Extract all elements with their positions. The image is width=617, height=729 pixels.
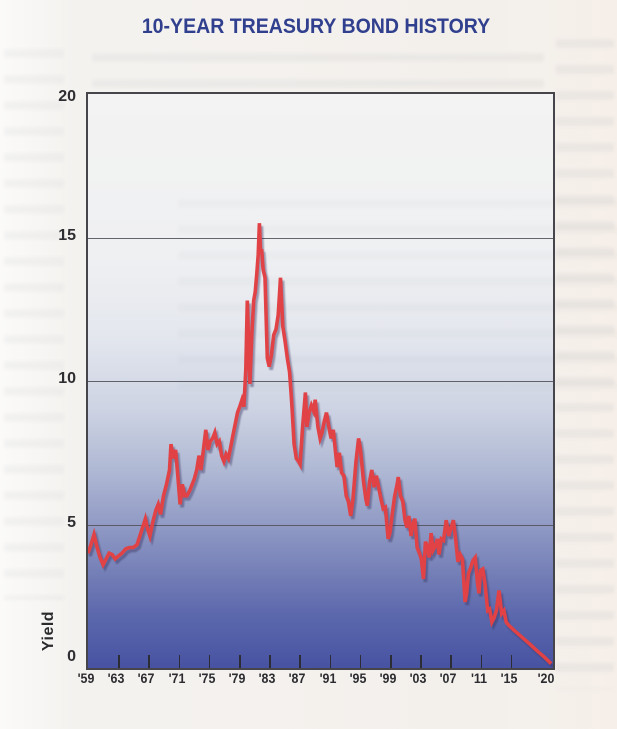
x-axis-label-1987: '87	[288, 671, 306, 686]
x-axis-label-1971: '71	[168, 671, 185, 686]
x-axis-label-1959: '59	[77, 671, 95, 686]
x-tick-mark-1963	[118, 655, 120, 668]
x-axis-label-2003: '03	[409, 671, 427, 686]
x-axis-label-1963: '63	[107, 671, 125, 686]
y-axis-label-15: 15	[58, 226, 76, 244]
y-axis-label-5: 5	[67, 513, 76, 531]
x-tick-mark-1995	[359, 655, 362, 668]
x-tick-mark-2011	[480, 655, 483, 668]
y-axis-label-10: 10	[58, 370, 76, 387]
x-tick-mark-1971	[178, 655, 181, 668]
x-axis-label-2015: '15	[500, 671, 518, 686]
x-tick-mark-1983	[269, 655, 271, 668]
x-tick-mark-2003	[420, 655, 422, 668]
chart-title: 10-YEAR TREASURY BOND HISTORY	[141, 15, 491, 38]
x-axis-label-1995: '95	[349, 671, 367, 686]
y-axis-title: Yield	[40, 610, 57, 652]
y-axis-label-0: 0	[67, 648, 76, 665]
x-axis-label-1999: '99	[379, 671, 397, 686]
x-axis-label-1983: '83	[258, 671, 276, 686]
x-axis-label-1967: '67	[137, 671, 155, 686]
gridline-5	[88, 524, 553, 526]
x-axis-label-2011: '11	[470, 671, 487, 686]
x-tick-mark-2015	[510, 655, 513, 668]
x-tick-mark-1967	[148, 655, 150, 668]
x-axis-label-2007: '07	[439, 671, 457, 686]
yield-line-series	[88, 223, 553, 665]
x-tick-mark-1991	[329, 655, 332, 668]
x-axis-label-2020: '20	[538, 671, 555, 686]
x-tick-mark-1979	[238, 655, 241, 668]
x-tick-mark-1999	[389, 655, 392, 668]
x-axis-label-1975: '75	[198, 671, 216, 686]
x-axis-label-1991: '91	[319, 671, 336, 686]
page-bleedthrough-top	[92, 44, 544, 88]
gridline-15	[88, 237, 553, 239]
x-tick-mark-2007	[450, 655, 452, 668]
plot-area	[86, 92, 617, 670]
gridline-10	[88, 381, 553, 383]
page-bleedthrough-right	[556, 30, 614, 690]
yield-line-chart	[88, 223, 553, 665]
x-axis-label-1979: '79	[228, 671, 246, 686]
y-axis-label-20: 20	[58, 88, 76, 105]
x-tick-mark-1987	[299, 655, 301, 668]
x-tick-mark-1975	[208, 655, 211, 668]
